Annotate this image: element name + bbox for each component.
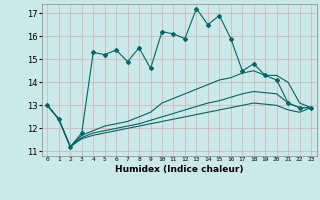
X-axis label: Humidex (Indice chaleur): Humidex (Indice chaleur) — [115, 165, 244, 174]
